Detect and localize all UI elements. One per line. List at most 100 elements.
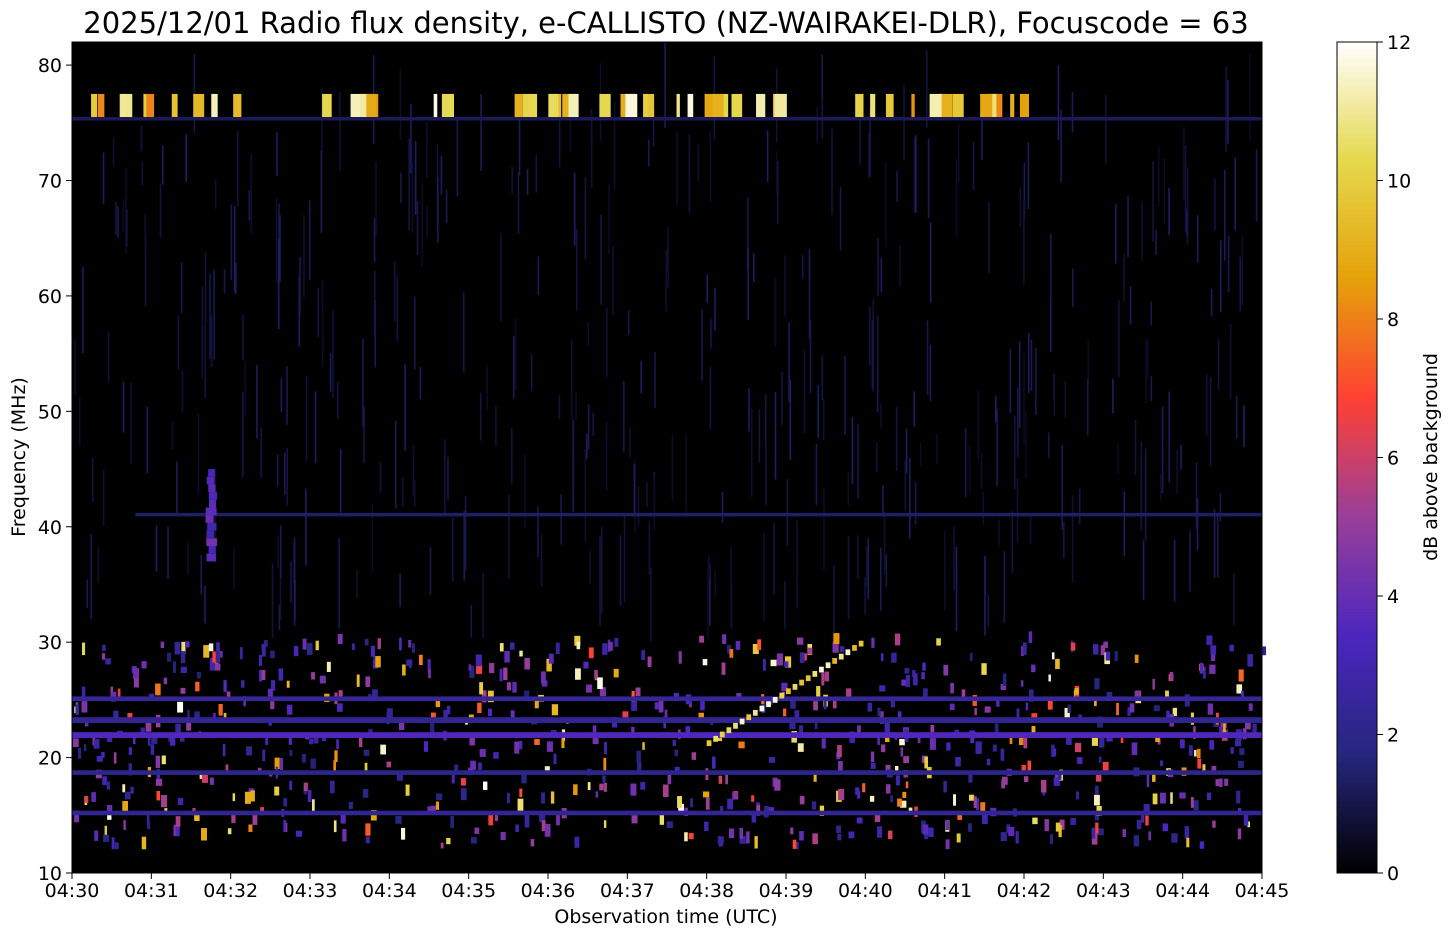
background-streak (339, 91, 341, 171)
rfi-band-cell (360, 93, 367, 118)
interference-cell (1247, 821, 1250, 828)
background-streak (410, 104, 412, 174)
background-streak (332, 310, 334, 398)
interference-cell (1028, 689, 1034, 702)
colorbar-tick-label: 0 (1387, 863, 1399, 885)
interference-cell (180, 666, 187, 674)
interference-cell (637, 762, 642, 774)
interference-cell (1099, 737, 1105, 748)
interference-cell (1172, 707, 1177, 717)
background-streak (612, 245, 614, 315)
background-streak (1180, 444, 1182, 470)
interference-cell (1044, 819, 1049, 832)
background-streak (968, 446, 971, 492)
colorbar: 0 2 4 6 8 10 12 (1336, 32, 1411, 885)
interference-cell (799, 652, 805, 663)
background-streak (276, 132, 278, 176)
faint-burst (209, 499, 216, 508)
interference-cell (173, 661, 176, 674)
interference-cell (592, 725, 597, 737)
background-streak (279, 525, 282, 579)
interference-cell (636, 750, 641, 764)
interference-cell (718, 775, 723, 784)
interference-cell (956, 833, 961, 843)
background-streak (193, 54, 196, 133)
background-streak (822, 398, 825, 440)
background-streak (623, 380, 625, 453)
background-streak (393, 261, 396, 322)
interference-cell (105, 658, 111, 665)
background-streak (1220, 240, 1222, 313)
background-streak (750, 408, 753, 497)
background-streak (953, 525, 955, 591)
interference-cell (1166, 710, 1170, 722)
interference-cell (955, 757, 961, 767)
interference-cell (81, 686, 86, 698)
background-streak (747, 197, 749, 267)
interference-cell (1223, 723, 1226, 734)
background-streak (1048, 432, 1050, 458)
background-streak (82, 266, 84, 354)
x-tick-label: 04:42 (997, 880, 1052, 902)
interference-cell (833, 633, 840, 644)
interference-cell (1070, 642, 1076, 651)
interference-cell (1047, 696, 1053, 710)
background-streak (882, 485, 884, 514)
background-streak (984, 555, 986, 636)
background-streak (112, 137, 115, 167)
interference-cell (783, 708, 787, 717)
background-streak (299, 256, 301, 317)
background-streak (447, 456, 449, 501)
drift-feature (746, 714, 752, 721)
rfi-band-cell (171, 93, 178, 118)
background-streak (242, 315, 244, 361)
background-streak (575, 391, 577, 421)
background-streak (495, 406, 497, 447)
interference-cell (258, 654, 262, 666)
interference-cell (175, 816, 181, 827)
interference-cell (1207, 703, 1214, 715)
background-streak (408, 138, 410, 231)
interference-cell (436, 793, 443, 801)
x-tick-label: 04:44 (1155, 880, 1210, 902)
background-streak (373, 270, 376, 336)
faint-burst (208, 469, 215, 477)
interference-cell (1008, 826, 1015, 837)
interference-cell (402, 664, 406, 676)
background-streak (236, 131, 239, 207)
background-streak (394, 420, 397, 509)
interference-cell (811, 801, 817, 810)
background-streak (847, 535, 850, 619)
background-streak (895, 407, 898, 472)
x-tick-label: 04:37 (600, 880, 655, 902)
interference-cell (411, 643, 415, 653)
interference-cell (1152, 678, 1155, 690)
interference-cell (945, 839, 950, 850)
interference-cell (1209, 740, 1214, 750)
interference-cell (103, 834, 110, 842)
background-streak (223, 268, 226, 294)
background-streak (573, 172, 576, 246)
interference-cell (968, 794, 975, 801)
interference-cell (428, 669, 431, 679)
background-streak (1229, 324, 1232, 400)
rfi-band-cell (193, 93, 205, 118)
background-streak (803, 349, 806, 434)
interference-cell (338, 690, 343, 701)
interference-cell (630, 783, 637, 796)
faint-burst (206, 538, 217, 546)
x-tick-label: 04:40 (838, 880, 893, 902)
interference-cell (897, 798, 902, 807)
background-streak (338, 538, 340, 629)
background-streak (994, 396, 997, 423)
background-streak (305, 375, 308, 461)
interference-cell (885, 764, 891, 773)
background-streak (1072, 268, 1074, 308)
background-streak (209, 273, 211, 360)
interference-cell (370, 645, 375, 657)
background-streak (290, 561, 292, 604)
background-streak (1161, 406, 1164, 493)
interference-cell (263, 639, 268, 647)
background-streak (339, 449, 342, 513)
background-streak (1144, 448, 1147, 541)
